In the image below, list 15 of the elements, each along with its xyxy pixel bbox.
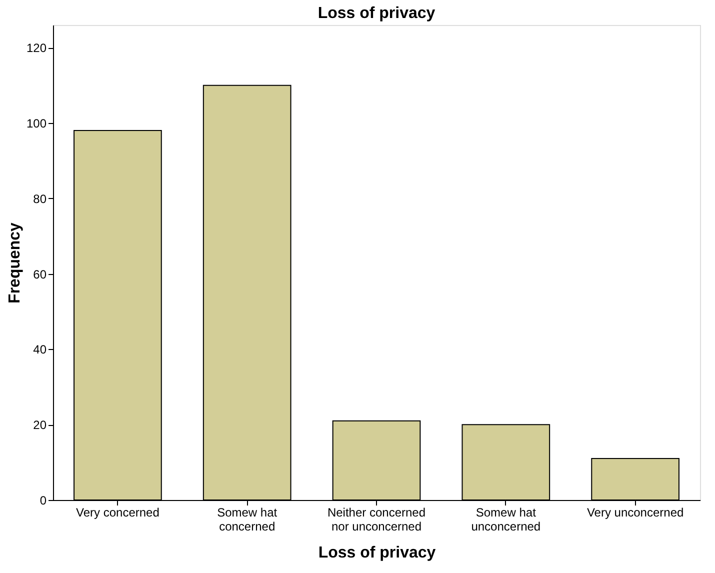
x-axis-title: Loss of privacy [318,544,436,562]
x-tick-label: Somew hat unconcerned [471,506,541,534]
x-tick-label: Neither concerned nor unconcerned [327,506,426,534]
y-axis-title: Frequency [6,222,24,304]
y-tick-label: 0 [40,494,47,508]
y-tick-label: 80 [33,192,47,206]
x-tick-label: Very concerned [76,506,160,520]
y-tick-label: 40 [33,342,47,357]
y-tick-label: 20 [33,418,47,432]
y-tick-label: 120 [26,41,47,56]
x-tick-label: Very unconcerned [586,506,684,520]
chart-title: Loss of privacy [318,5,436,22]
y-tick-label: 60 [33,267,47,282]
y-tick-label: 100 [26,116,47,131]
x-tick-label: Somew hat concerned [217,506,278,534]
